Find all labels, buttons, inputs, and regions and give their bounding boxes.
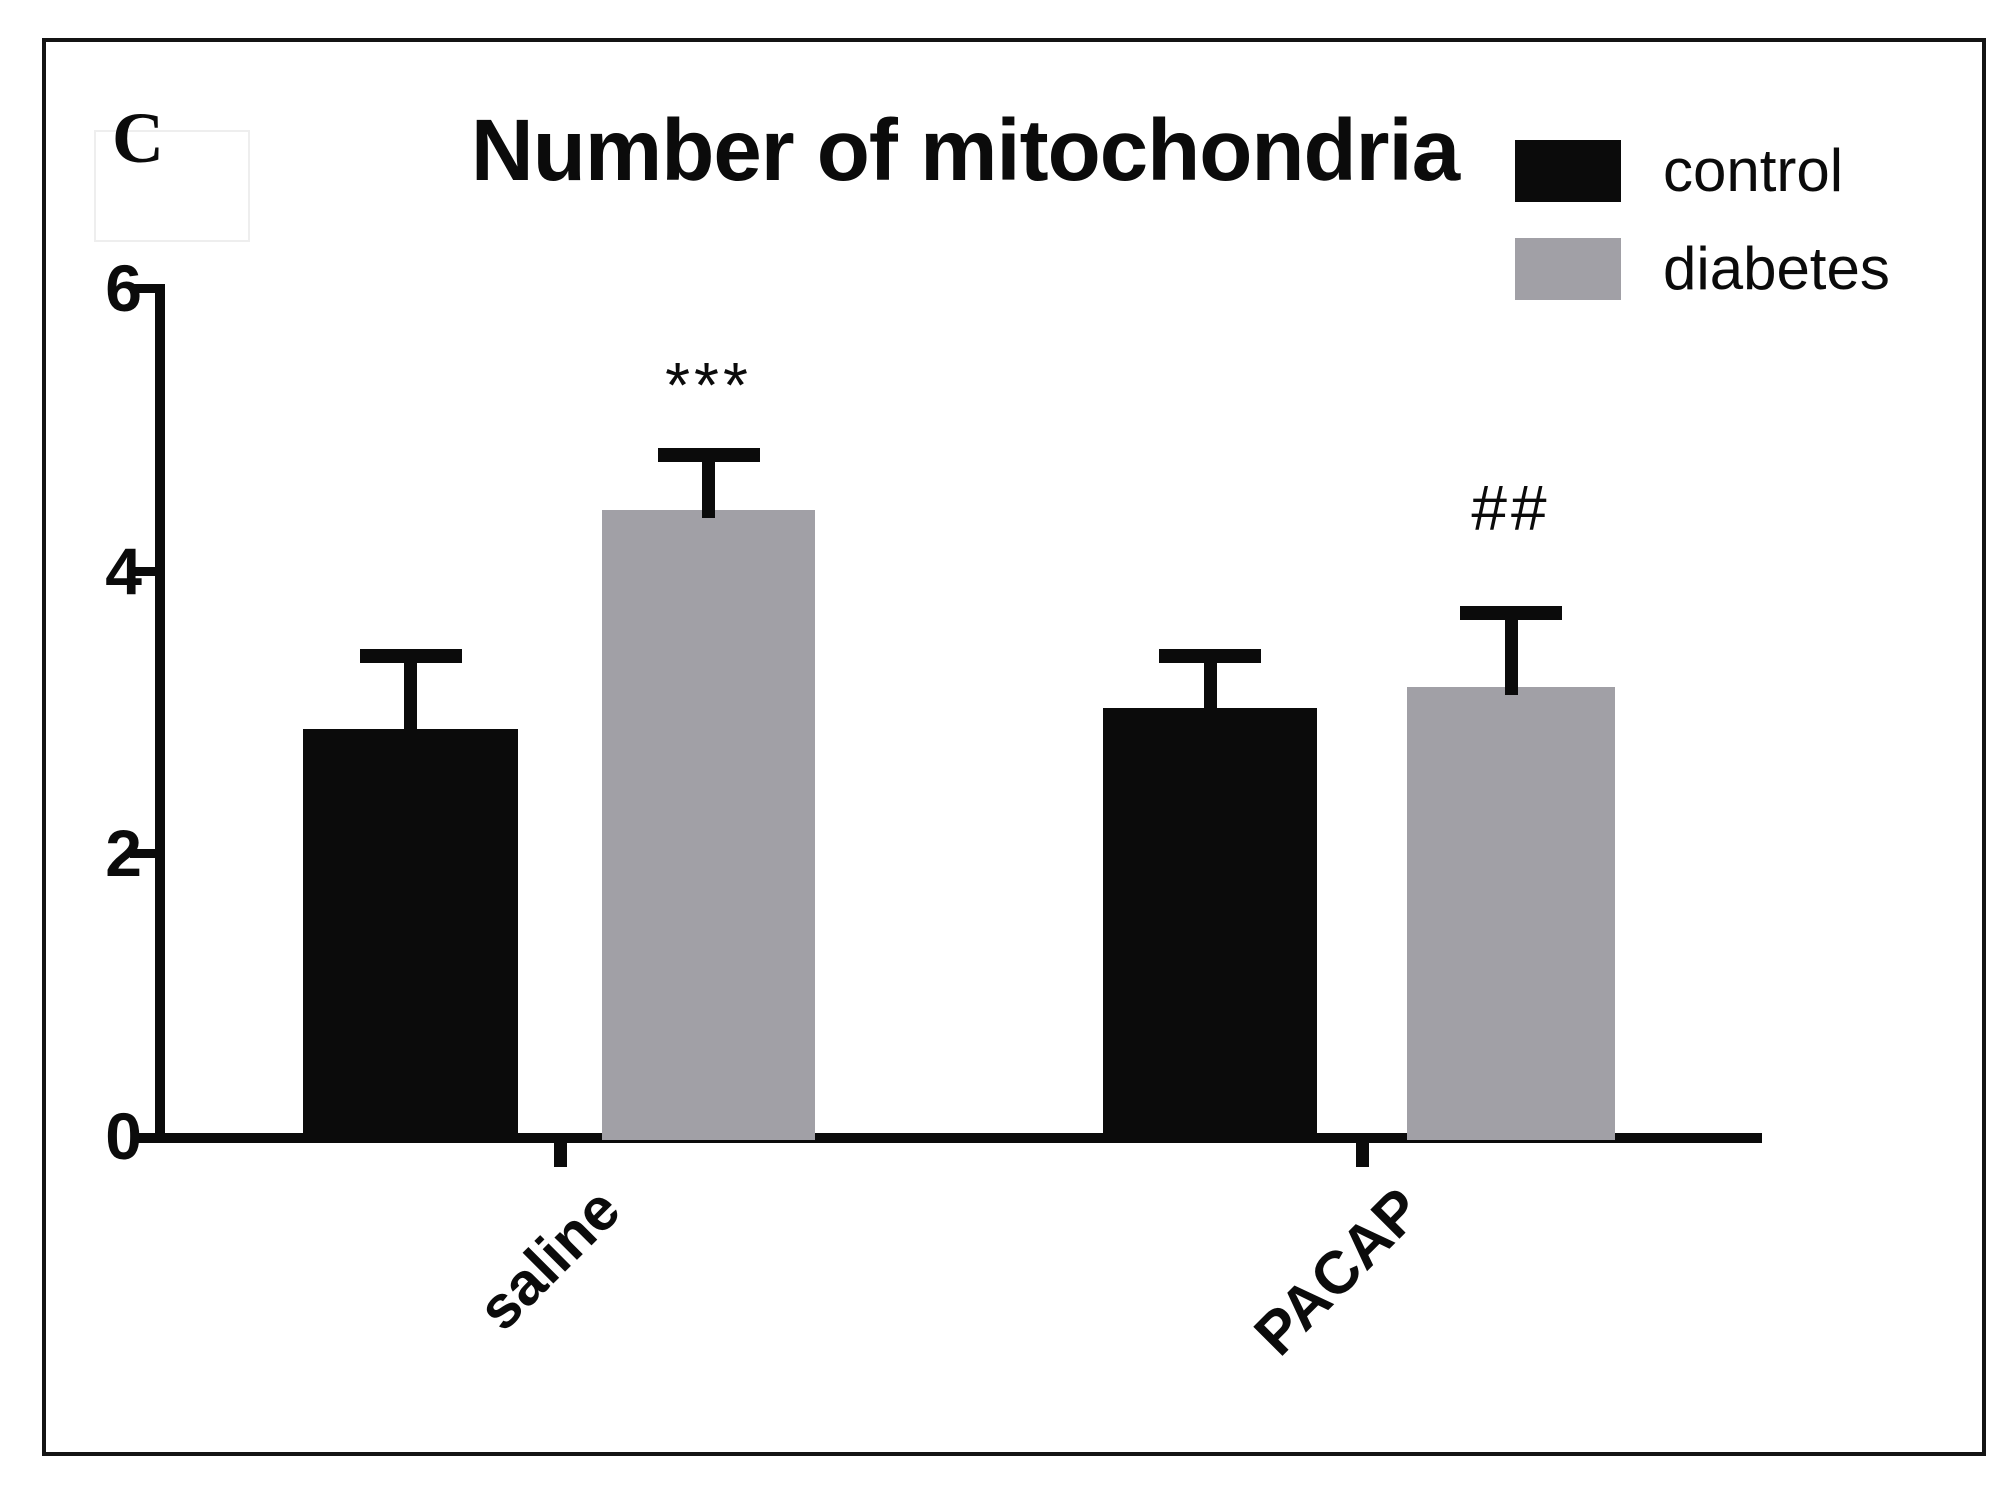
error-bar-cap xyxy=(1460,606,1562,620)
bar-PACAP-control xyxy=(1103,708,1317,1140)
error-bar-cap xyxy=(1159,649,1261,663)
error-bar-cap xyxy=(359,649,462,663)
significance-annotation: *** xyxy=(665,349,752,421)
legend-label-control: control xyxy=(1663,137,1844,204)
y-tick xyxy=(130,849,157,858)
error-bar-stem xyxy=(404,659,417,737)
y-tick xyxy=(130,567,157,576)
control-swatch xyxy=(1515,140,1621,202)
error-bar-stem xyxy=(1203,659,1217,716)
error-bar-stem xyxy=(1504,616,1518,695)
y-tick xyxy=(130,284,157,293)
y-tick-label: 0 xyxy=(105,1099,142,1173)
chart-title: Number of mitochondria xyxy=(470,102,1460,199)
bar-saline-diabetes xyxy=(602,510,815,1140)
diabetes-swatch xyxy=(1515,238,1621,300)
panel-label-box xyxy=(94,130,250,242)
y-tick-label: 4 xyxy=(105,534,142,608)
x-tick xyxy=(554,1141,567,1167)
x-axis xyxy=(133,1133,1762,1143)
legend: control diabetes xyxy=(1515,140,1975,336)
legend-label-diabetes: diabetes xyxy=(1663,235,1890,302)
bar-saline-control xyxy=(303,729,518,1140)
error-bar-cap xyxy=(657,448,760,462)
legend-item-control: control xyxy=(1515,140,1975,202)
significance-annotation: ## xyxy=(1471,472,1551,544)
bar-PACAP-diabetes xyxy=(1407,687,1615,1140)
y-axis xyxy=(155,284,165,1143)
y-tick-label: 2 xyxy=(105,816,142,890)
x-tick xyxy=(1356,1141,1369,1167)
y-tick-label: 6 xyxy=(105,251,142,325)
error-bar-stem xyxy=(702,458,715,518)
legend-item-diabetes: diabetes xyxy=(1515,238,1975,300)
panel-label: C xyxy=(112,98,164,178)
